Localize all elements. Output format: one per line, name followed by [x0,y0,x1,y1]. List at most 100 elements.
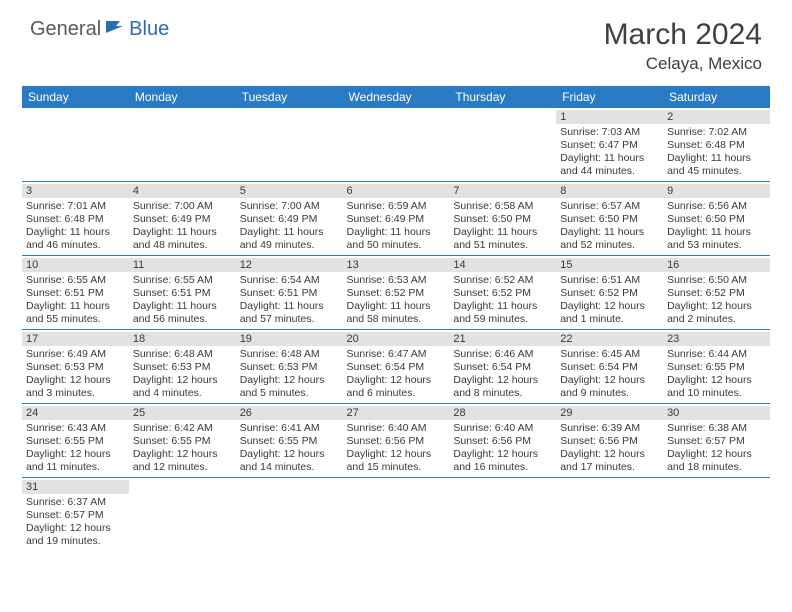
daylight-text: Daylight: 12 hours and 10 minutes. [667,374,766,400]
day-details: Sunrise: 6:51 AMSunset: 6:52 PMDaylight:… [560,274,659,327]
daylight-text: Daylight: 12 hours and 18 minutes. [667,448,766,474]
day-header: Sunday [22,86,129,108]
calendar-week: 3Sunrise: 7:01 AMSunset: 6:48 PMDaylight… [22,182,770,256]
daylight-text: Daylight: 12 hours and 12 minutes. [133,448,232,474]
calendar-cell [22,108,129,182]
daylight-text: Daylight: 11 hours and 45 minutes. [667,152,766,178]
sunset-text: Sunset: 6:56 PM [560,435,659,448]
day-details: Sunrise: 6:47 AMSunset: 6:54 PMDaylight:… [347,348,446,401]
day-details: Sunrise: 6:50 AMSunset: 6:52 PMDaylight:… [667,274,766,327]
day-details: Sunrise: 6:54 AMSunset: 6:51 PMDaylight:… [240,274,339,327]
calendar-cell: 24 Sunrise: 6:43 AMSunset: 6:55 PMDayligh… [22,404,129,478]
daylight-text: Daylight: 11 hours and 46 minutes. [26,226,125,252]
day-details: Sunrise: 6:57 AMSunset: 6:50 PMDaylight:… [560,200,659,253]
daylight-text: Daylight: 11 hours and 53 minutes. [667,226,766,252]
calendar-cell: 28Sunrise: 6:40 AMSunset: 6:56 PMDayligh… [449,404,556,478]
calendar-week: 24 Sunrise: 6:43 AMSunset: 6:55 PMDayligh… [22,404,770,478]
day-details: Sunrise: 6:43 AMSunset: 6:55 PMDaylight:… [26,422,125,475]
sunrise-text: Sunrise: 6:59 AM [347,200,446,213]
day-number: 20 [343,332,450,346]
day-header: Monday [129,86,236,108]
daylight-text: Daylight: 11 hours and 56 minutes. [133,300,232,326]
daylight-text: Daylight: 12 hours and 15 minutes. [347,448,446,474]
day-details: Sunrise: 6:55 AMSunset: 6:51 PMDaylight:… [26,274,125,327]
sunset-text: Sunset: 6:47 PM [560,139,659,152]
daylight-text: Daylight: 12 hours and 2 minutes. [667,300,766,326]
calendar-cell: 29Sunrise: 6:39 AMSunset: 6:56 PMDayligh… [556,404,663,478]
calendar-cell: 15Sunrise: 6:51 AMSunset: 6:52 PMDayligh… [556,256,663,330]
calendar-cell: 30 Sunrise: 6:38 AMSunset: 6:57 PMDayligh… [663,404,770,478]
day-header: Wednesday [343,86,450,108]
calendar-cell: 7Sunrise: 6:58 AMSunset: 6:50 PMDaylight… [449,182,556,256]
calendar-cell: 13Sunrise: 6:53 AMSunset: 6:52 PMDayligh… [343,256,450,330]
calendar-cell: 14Sunrise: 6:52 AMSunset: 6:52 PMDayligh… [449,256,556,330]
sunset-text: Sunset: 6:55 PM [667,361,766,374]
day-details: Sunrise: 7:00 AMSunset: 6:49 PMDaylight:… [133,200,232,253]
logo-text-general: General [30,18,101,41]
daylight-text: Daylight: 11 hours and 50 minutes. [347,226,446,252]
day-number: 25 [129,406,236,420]
day-header: Thursday [449,86,556,108]
header: General Blue March 2024 Celaya, Mexico [0,0,792,80]
day-details: Sunrise: 7:03 AMSunset: 6:47 PMDaylight:… [560,126,659,179]
sunrise-text: Sunrise: 6:38 AM [667,422,766,435]
day-details: Sunrise: 6:58 AMSunset: 6:50 PMDaylight:… [453,200,552,253]
day-number: 27 [343,406,450,420]
day-number: 23 [663,332,770,346]
sunrise-text: Sunrise: 6:42 AM [133,422,232,435]
sunrise-text: Sunrise: 6:56 AM [667,200,766,213]
calendar-cell: 27 Sunrise: 6:40 AMSunset: 6:56 PMDayligh… [343,404,450,478]
day-number: 30 [663,406,770,420]
logo-flag-icon [105,19,127,40]
sunset-text: Sunset: 6:49 PM [347,213,446,226]
sunset-text: Sunset: 6:54 PM [560,361,659,374]
day-number: 16 [663,258,770,272]
day-number: 6 [343,184,450,198]
title-block: March 2024 Celaya, Mexico [604,18,762,74]
day-number: 18 [129,332,236,346]
calendar-week: 10Sunrise: 6:55 AMSunset: 6:51 PMDayligh… [22,256,770,330]
day-number: 19 [236,332,343,346]
sunrise-text: Sunrise: 6:49 AM [26,348,125,361]
sunrise-text: Sunrise: 6:37 AM [26,496,125,509]
sunrise-text: Sunrise: 6:51 AM [560,274,659,287]
day-details: Sunrise: 6:41 AMSunset: 6:55 PMDaylight:… [240,422,339,475]
sunset-text: Sunset: 6:53 PM [240,361,339,374]
sunset-text: Sunset: 6:55 PM [26,435,125,448]
sunset-text: Sunset: 6:51 PM [133,287,232,300]
sunset-text: Sunset: 6:50 PM [453,213,552,226]
sunset-text: Sunset: 6:51 PM [26,287,125,300]
calendar-cell: 31Sunrise: 6:37 AMSunset: 6:57 PMDayligh… [22,478,129,552]
daylight-text: Daylight: 12 hours and 8 minutes. [453,374,552,400]
calendar-cell: 26Sunrise: 6:41 AMSunset: 6:55 PMDayligh… [236,404,343,478]
day-number: 1 [556,110,663,124]
calendar-cell: 16 Sunrise: 6:50 AMSunset: 6:52 PMDayligh… [663,256,770,330]
day-details: Sunrise: 6:38 AMSunset: 6:57 PMDaylight:… [667,422,766,475]
sunset-text: Sunset: 6:49 PM [240,213,339,226]
month-title: March 2024 [604,18,762,52]
day-number: 13 [343,258,450,272]
calendar-cell: 1 Sunrise: 7:03 AMSunset: 6:47 PMDaylight… [556,108,663,182]
daylight-text: Daylight: 12 hours and 5 minutes. [240,374,339,400]
day-details: Sunrise: 6:40 AMSunset: 6:56 PMDaylight:… [347,422,446,475]
sunrise-text: Sunrise: 6:46 AM [453,348,552,361]
daylight-text: Daylight: 11 hours and 44 minutes. [560,152,659,178]
day-details: Sunrise: 6:46 AMSunset: 6:54 PMDaylight:… [453,348,552,401]
calendar-cell [129,108,236,182]
day-details: Sunrise: 6:59 AMSunset: 6:49 PMDaylight:… [347,200,446,253]
sunrise-text: Sunrise: 6:48 AM [133,348,232,361]
calendar-week: 1 Sunrise: 7:03 AMSunset: 6:47 PMDaylight… [22,108,770,182]
day-number: 17 [22,332,129,346]
day-header: Tuesday [236,86,343,108]
day-details: Sunrise: 6:37 AMSunset: 6:57 PMDaylight:… [26,496,125,549]
calendar-cell: 5Sunrise: 7:00 AMSunset: 6:49 PMDaylight… [236,182,343,256]
day-number: 24 [22,406,129,420]
sunrise-text: Sunrise: 6:41 AM [240,422,339,435]
calendar-cell: 2Sunrise: 7:02 AMSunset: 6:48 PMDaylight… [663,108,770,182]
day-number: 12 [236,258,343,272]
daylight-text: Daylight: 11 hours and 55 minutes. [26,300,125,326]
daylight-text: Daylight: 12 hours and 11 minutes. [26,448,125,474]
sunset-text: Sunset: 6:48 PM [26,213,125,226]
calendar-cell: 23Sunrise: 6:44 AMSunset: 6:55 PMDayligh… [663,330,770,404]
daylight-text: Daylight: 12 hours and 3 minutes. [26,374,125,400]
